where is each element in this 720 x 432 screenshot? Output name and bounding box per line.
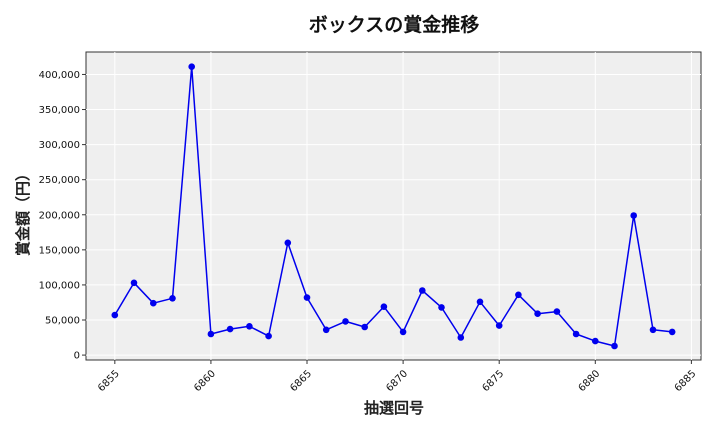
y-tick-label: 50,000 (45, 316, 80, 327)
data-point (130, 279, 138, 287)
data-point (150, 299, 157, 307)
y-axis: 0 50,000 100,000 150,000 200,000 250,000 300,0… (39, 70, 86, 362)
x-axis-label: 抽選回号 (364, 399, 424, 417)
data-point (592, 337, 599, 345)
x-axis: 6855 6860 6865 6870 6875 6880 6885 (96, 360, 698, 394)
data-point (342, 318, 349, 325)
grid (86, 52, 701, 360)
data-point (572, 330, 580, 338)
series-line-layer (114, 65, 673, 347)
data-point (495, 322, 503, 329)
x-tick-label: 6870 (384, 368, 410, 394)
data-point (649, 326, 657, 334)
plot-area (85, 51, 702, 361)
y-axis-label: 賞金額（円） (14, 166, 32, 256)
data-point (246, 323, 253, 330)
data-point (630, 212, 637, 219)
y-tick-label: 150,000 (39, 245, 80, 256)
y-tick-label: 250,000 (39, 175, 80, 186)
data-point (322, 326, 330, 334)
chart-title: ボックスの賞金推移 (309, 13, 479, 36)
data-point (361, 323, 369, 331)
data-point (553, 308, 561, 315)
x-tick-label: 6875 (480, 368, 506, 394)
data-point (284, 239, 292, 247)
data-point (534, 310, 541, 318)
data-point (668, 328, 676, 336)
data-point (515, 291, 522, 299)
x-tick-label: 6855 (96, 368, 122, 394)
y-tick-label: 300,000 (39, 140, 80, 151)
y-tick-label: 200,000 (39, 210, 80, 221)
x-tick-label: 6860 (192, 368, 218, 394)
data-point (265, 332, 272, 340)
x-tick-label: 6865 (288, 368, 314, 394)
y-tick-label: 0 (74, 351, 80, 362)
data-point (399, 328, 407, 336)
data-point (438, 304, 445, 311)
data-point (226, 325, 234, 333)
data-point (380, 303, 388, 311)
data-point (169, 295, 176, 302)
y-tick-label: 350,000 (39, 105, 80, 116)
series-line (114, 65, 673, 347)
y-tick-label: 100,000 (39, 280, 80, 291)
data-point (188, 63, 195, 70)
data-points (111, 63, 676, 350)
data-point (303, 294, 311, 301)
x-tick-label: 6885 (673, 368, 699, 394)
data-point (476, 298, 484, 306)
data-point (611, 342, 618, 350)
data-point (111, 311, 119, 319)
x-tick-label: 6880 (577, 368, 603, 394)
data-point (457, 334, 465, 341)
data-point (207, 330, 215, 338)
data-point (419, 287, 426, 294)
y-tick-label: 400,000 (39, 70, 80, 81)
